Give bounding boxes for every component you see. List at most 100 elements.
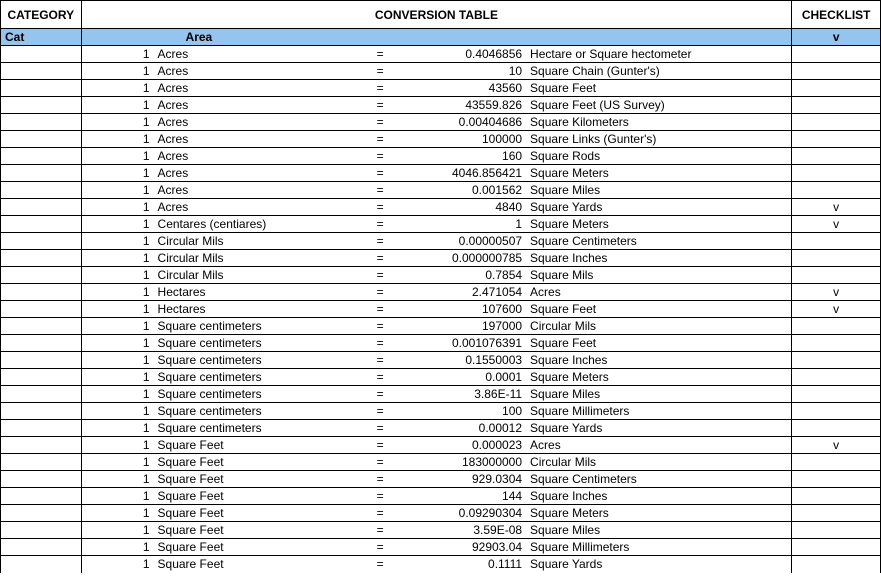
cell-qty: 1 xyxy=(81,403,153,420)
cell-value: 0.00000507 xyxy=(395,233,526,250)
cell-from-unit: Square centimeters xyxy=(154,403,365,420)
cell-equals: = xyxy=(365,97,395,114)
cell-equals: = xyxy=(365,165,395,182)
cell-value: 3.86E-11 xyxy=(395,386,526,403)
cell-to-unit: Square Millimeters xyxy=(526,539,792,556)
cell-category xyxy=(1,454,82,471)
cell-checklist xyxy=(792,335,881,352)
cell-value: 197000 xyxy=(395,318,526,335)
table-row: 1Square Feet=144Square Inches xyxy=(1,488,881,505)
table-row: 1Hectares=107600Square Feetv xyxy=(1,301,881,318)
table-row: 1Acres=160Square Rods xyxy=(1,148,881,165)
table-row: 1Square Feet=929.0304Square Centimeters xyxy=(1,471,881,488)
cell-from-unit: Square centimeters xyxy=(154,318,365,335)
cell-from-unit: Acres xyxy=(154,114,365,131)
cell-value: 0.7854 xyxy=(395,267,526,284)
cell-category xyxy=(1,267,82,284)
cell-category xyxy=(1,131,82,148)
cell-value: 43560 xyxy=(395,80,526,97)
table-row: 1Square Feet=3.59E-08Square Miles xyxy=(1,522,881,539)
table-row: 1Circular Mils=0.7854Square Mils xyxy=(1,267,881,284)
cell-qty: 1 xyxy=(81,352,153,369)
table-row: 1Hectares=2.471054Acresv xyxy=(1,284,881,301)
subheader-check: v xyxy=(792,29,881,46)
cell-value: 0.00404686 xyxy=(395,114,526,131)
cell-category xyxy=(1,165,82,182)
table-row: 1Acres=43559.826Square Feet (US Survey) xyxy=(1,97,881,114)
header-row: CATEGORY CONVERSION TABLE CHECKLIST xyxy=(1,1,881,29)
cell-to-unit: Square Rods xyxy=(526,148,792,165)
cell-value: 4046.856421 xyxy=(395,165,526,182)
cell-qty: 1 xyxy=(81,80,153,97)
cell-category xyxy=(1,114,82,131)
cell-equals: = xyxy=(365,471,395,488)
cell-value: 100 xyxy=(395,403,526,420)
cell-to-unit: Square Mils xyxy=(526,267,792,284)
cell-category xyxy=(1,386,82,403)
cell-from-unit: Square Feet xyxy=(154,556,365,573)
cell-to-unit: Circular Mils xyxy=(526,318,792,335)
cell-category xyxy=(1,301,82,318)
cell-checklist: v xyxy=(792,199,881,216)
cell-qty: 1 xyxy=(81,267,153,284)
cell-value: 2.471054 xyxy=(395,284,526,301)
cell-from-unit: Square Feet xyxy=(154,471,365,488)
cell-from-unit: Acres xyxy=(154,80,365,97)
header-title: CONVERSION TABLE xyxy=(81,1,792,29)
cell-from-unit: Square centimeters xyxy=(154,369,365,386)
cell-qty: 1 xyxy=(81,335,153,352)
cell-value: 0.1550003 xyxy=(395,352,526,369)
cell-value: 160 xyxy=(395,148,526,165)
cell-value: 0.0001 xyxy=(395,369,526,386)
cell-equals: = xyxy=(365,182,395,199)
cell-checklist: v xyxy=(792,301,881,318)
cell-checklist xyxy=(792,454,881,471)
cell-qty: 1 xyxy=(81,63,153,80)
cell-equals: = xyxy=(365,386,395,403)
cell-to-unit: Hectare or Square hectometer xyxy=(526,46,792,63)
cell-checklist xyxy=(792,369,881,386)
cell-value: 0.09290304 xyxy=(395,505,526,522)
cell-category xyxy=(1,148,82,165)
cell-value: 0.000000785 xyxy=(395,250,526,267)
table-row: 1Square centimeters=100Square Millimeter… xyxy=(1,403,881,420)
cell-to-unit: Square Chain (Gunter's) xyxy=(526,63,792,80)
cell-to-unit: Acres xyxy=(526,437,792,454)
cell-equals: = xyxy=(365,522,395,539)
cell-to-unit: Square Millimeters xyxy=(526,403,792,420)
cell-equals: = xyxy=(365,284,395,301)
cell-from-unit: Acres xyxy=(154,182,365,199)
cell-to-unit: Square Yards xyxy=(526,420,792,437)
cell-equals: = xyxy=(365,301,395,318)
cell-to-unit: Square Kilometers xyxy=(526,114,792,131)
cell-qty: 1 xyxy=(81,97,153,114)
cell-equals: = xyxy=(365,454,395,471)
table-row: 1Acres=4046.856421Square Meters xyxy=(1,165,881,182)
cell-from-unit: Hectares xyxy=(154,301,365,318)
cell-checklist xyxy=(792,318,881,335)
cell-value: 0.4046856 xyxy=(395,46,526,63)
cell-checklist: v xyxy=(792,437,881,454)
cell-category xyxy=(1,216,82,233)
cell-value: 43559.826 xyxy=(395,97,526,114)
cell-to-unit: Square Miles xyxy=(526,386,792,403)
cell-from-unit: Square Feet xyxy=(154,522,365,539)
subheader-cat: Cat xyxy=(1,29,82,46)
cell-checklist xyxy=(792,165,881,182)
cell-checklist xyxy=(792,182,881,199)
cell-qty: 1 xyxy=(81,148,153,165)
cell-category xyxy=(1,522,82,539)
cell-value: 10 xyxy=(395,63,526,80)
cell-checklist xyxy=(792,352,881,369)
cell-qty: 1 xyxy=(81,556,153,573)
cell-to-unit: Square Inches xyxy=(526,250,792,267)
cell-from-unit: Acres xyxy=(154,165,365,182)
cell-qty: 1 xyxy=(81,369,153,386)
cell-category xyxy=(1,80,82,97)
cell-from-unit: Circular Mils xyxy=(154,267,365,284)
cell-qty: 1 xyxy=(81,454,153,471)
cell-qty: 1 xyxy=(81,131,153,148)
cell-value: 0.1111 xyxy=(395,556,526,573)
cell-category xyxy=(1,471,82,488)
cell-qty: 1 xyxy=(81,420,153,437)
